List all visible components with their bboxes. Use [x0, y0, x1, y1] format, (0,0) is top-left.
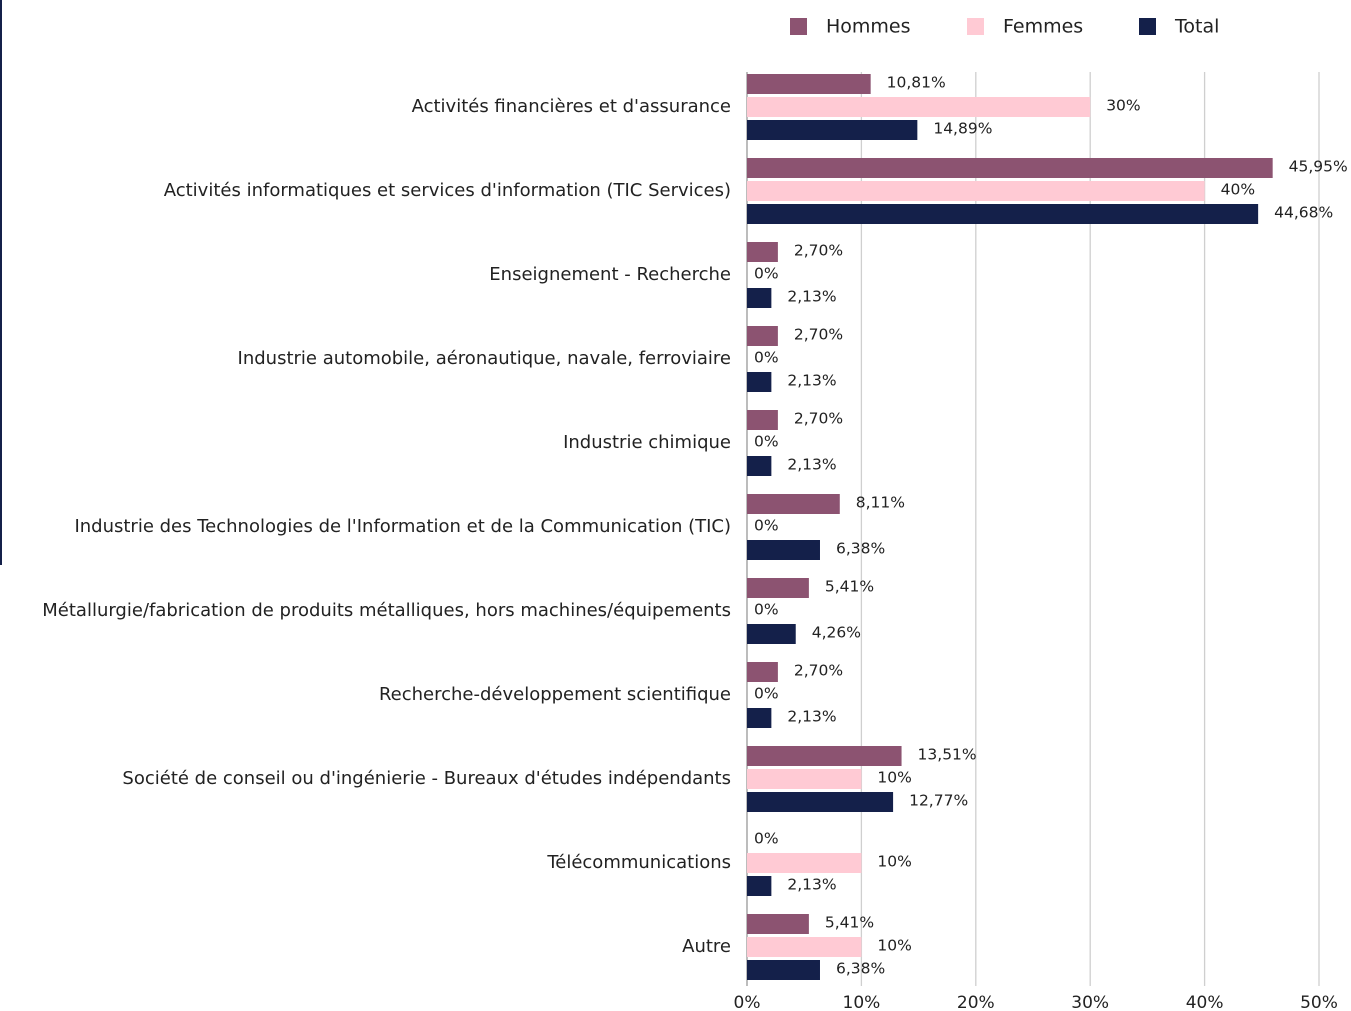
- value-label: 5,41%: [825, 578, 874, 596]
- value-label: 0%: [754, 685, 779, 703]
- bar: [747, 769, 862, 789]
- x-tick-label: 30%: [1071, 993, 1109, 1011]
- bar: [747, 662, 778, 682]
- bar: [747, 120, 918, 140]
- value-label: 2,70%: [794, 662, 843, 680]
- category-label: Activités informatiques et services d'in…: [164, 180, 731, 201]
- legend-label: Hommes: [826, 16, 911, 38]
- bar: [747, 853, 862, 873]
- value-label: 13,51%: [918, 746, 977, 764]
- value-label: 2,13%: [787, 876, 836, 894]
- value-label: 0%: [754, 265, 779, 283]
- legend-swatch: [967, 18, 984, 35]
- category-label: Enseignement - Recherche: [489, 264, 731, 285]
- value-label: 2,13%: [787, 372, 836, 390]
- value-label: 10%: [877, 769, 911, 787]
- legend-swatch: [1139, 18, 1156, 35]
- category-label: Société de conseil ou d'ingénierie - Bur…: [122, 768, 731, 789]
- value-label: 0%: [754, 349, 779, 367]
- value-label: 2,70%: [794, 242, 843, 260]
- bar: [747, 578, 809, 598]
- category-label: Industrie des Technologies de l'Informat…: [74, 516, 731, 537]
- x-tick-label: 50%: [1300, 993, 1338, 1011]
- bar: [747, 204, 1259, 224]
- value-label: 2,13%: [787, 288, 836, 306]
- legend-label: Total: [1174, 16, 1219, 38]
- bar: [747, 97, 1091, 117]
- bar: [747, 960, 820, 980]
- value-label: 6,38%: [836, 960, 885, 978]
- value-label: 40%: [1221, 181, 1255, 199]
- x-tick-label: 0%: [734, 993, 761, 1011]
- value-label: 10%: [877, 937, 911, 955]
- x-tick-label: 40%: [1186, 993, 1224, 1011]
- value-label: 6,38%: [836, 540, 885, 558]
- bar: [747, 937, 862, 957]
- bar: [747, 326, 778, 346]
- bar: [747, 158, 1273, 178]
- category-label: Télécommunications: [546, 852, 731, 873]
- value-label: 2,13%: [787, 456, 836, 474]
- bar: [747, 914, 809, 934]
- value-label: 12,77%: [909, 792, 968, 810]
- category-label: Autre: [682, 936, 731, 957]
- bar: [747, 624, 796, 644]
- value-label: 2,13%: [787, 708, 836, 726]
- bar: [747, 372, 772, 392]
- category-label: Recherche-développement scientifique: [379, 684, 731, 705]
- value-label: 45,95%: [1289, 158, 1348, 176]
- bar: [747, 456, 772, 476]
- bar: [747, 242, 778, 262]
- x-tick-label: 10%: [843, 993, 881, 1011]
- value-label: 8,11%: [856, 494, 905, 512]
- value-label: 30%: [1106, 97, 1140, 115]
- value-label: 0%: [754, 601, 779, 619]
- bar: [747, 708, 772, 728]
- value-label: 4,26%: [812, 624, 861, 642]
- category-label: Industrie automobile, aéronautique, nava…: [238, 348, 731, 369]
- bar: [747, 746, 902, 766]
- bar: [747, 288, 772, 308]
- bar: [747, 410, 778, 430]
- category-label: Activités financières et d'assurance: [412, 96, 731, 117]
- category-label: Métallurgie/fabrication de produits méta…: [42, 600, 731, 621]
- x-tick-label: 20%: [957, 993, 995, 1011]
- value-label: 0%: [754, 433, 779, 451]
- bar: [747, 540, 820, 560]
- value-label: 14,89%: [933, 120, 992, 138]
- value-label: 0%: [754, 830, 779, 848]
- value-label: 2,70%: [794, 410, 843, 428]
- bar: [747, 876, 772, 896]
- value-label: 44,68%: [1274, 204, 1333, 222]
- bar: [747, 792, 894, 812]
- value-label: 10,81%: [887, 74, 946, 92]
- bar: [747, 494, 840, 514]
- value-label: 2,70%: [794, 326, 843, 344]
- bar: [747, 74, 871, 94]
- value-label: 5,41%: [825, 914, 874, 932]
- value-label: 10%: [877, 853, 911, 871]
- legend-swatch: [790, 18, 807, 35]
- category-label: Industrie chimique: [563, 432, 731, 453]
- bar: [747, 181, 1205, 201]
- legend-label: Femmes: [1003, 16, 1083, 38]
- value-label: 0%: [754, 517, 779, 535]
